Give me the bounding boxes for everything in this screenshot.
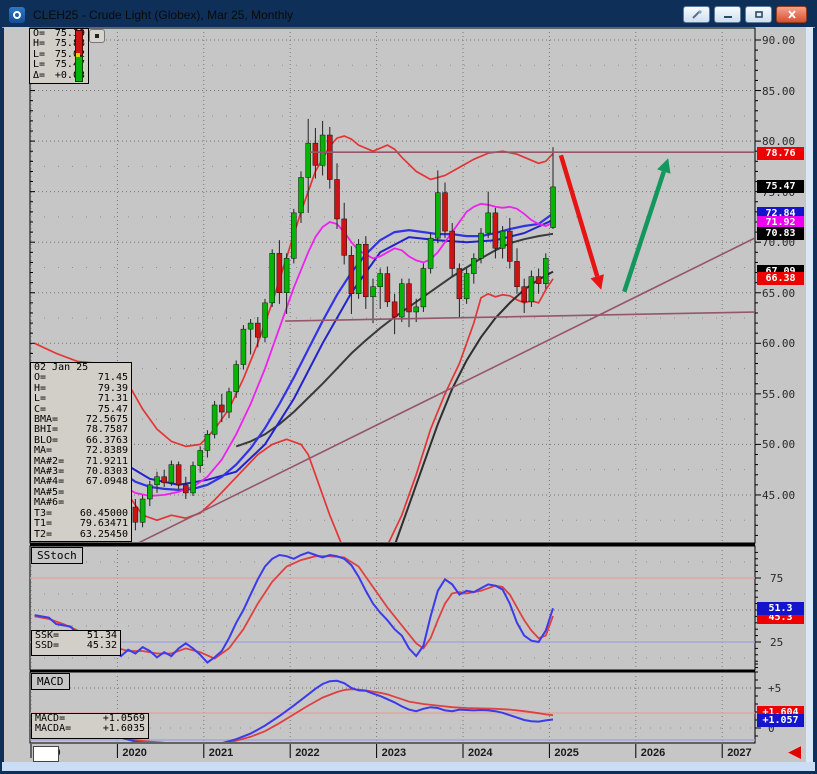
chart-client-area[interactable] <box>4 27 813 762</box>
chart-canvas[interactable] <box>0 0 817 774</box>
right-edge-strip <box>806 27 813 762</box>
scroll-left-arrow-icon[interactable]: ◀ <box>788 742 801 762</box>
chart-window: CLEH25 - Crude Light (Globex), Mar 25, M… <box>0 0 817 774</box>
marker-dot-icon <box>95 34 99 38</box>
bottom-strip <box>2 762 815 771</box>
marker-button[interactable] <box>89 29 105 43</box>
